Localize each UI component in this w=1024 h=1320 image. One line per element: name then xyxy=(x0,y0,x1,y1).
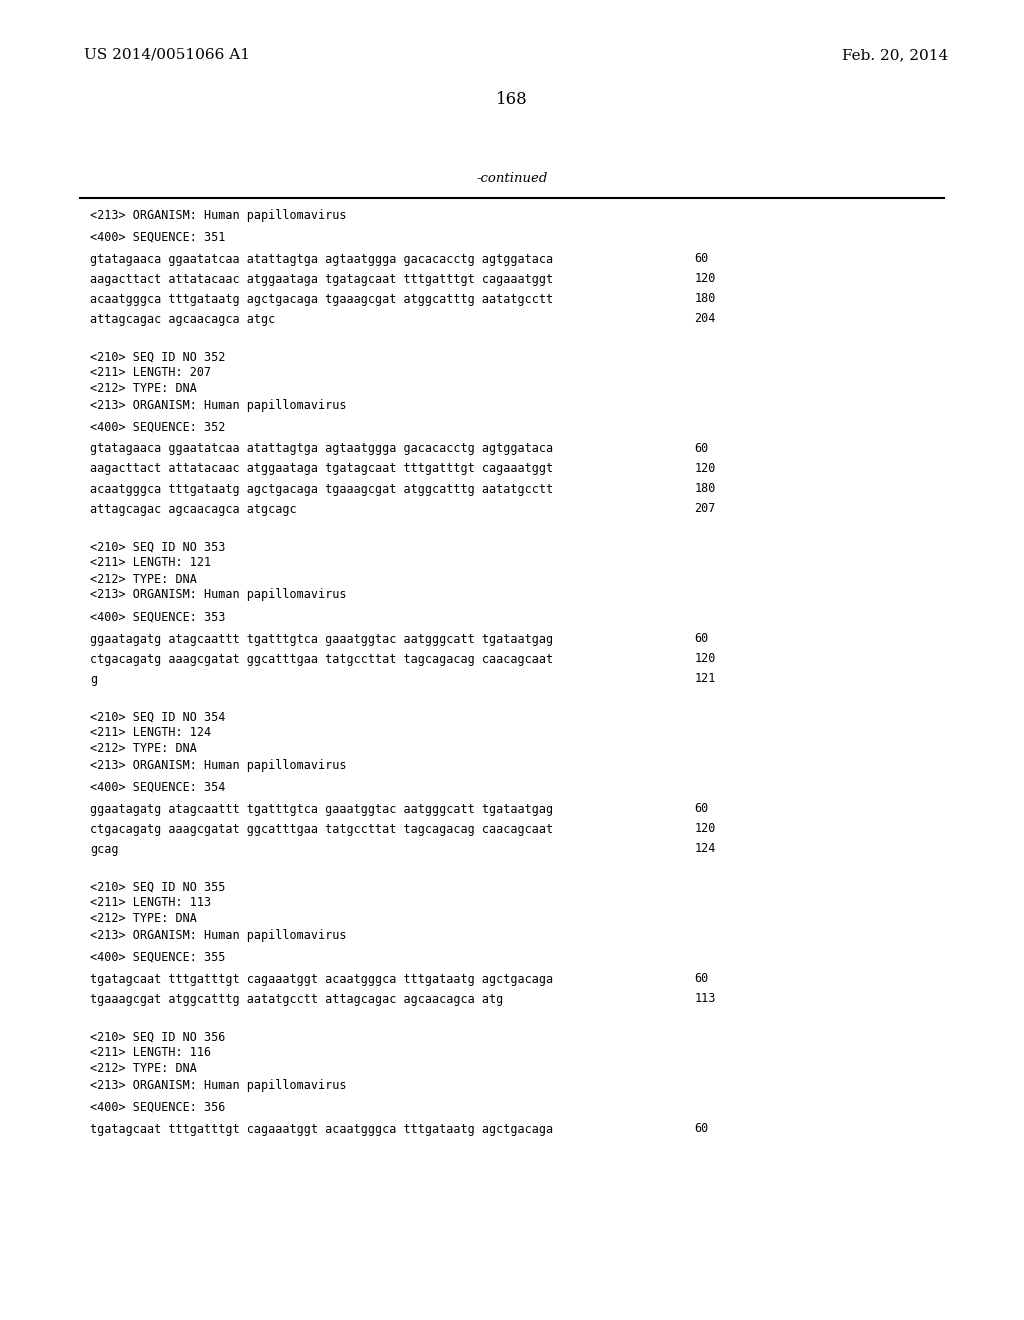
Text: 121: 121 xyxy=(694,672,716,685)
Text: acaatgggca tttgataatg agctgacaga tgaaagcgat atggcatttg aatatgcctt: acaatgggca tttgataatg agctgacaga tgaaagc… xyxy=(90,293,553,305)
Text: <212> TYPE: DNA: <212> TYPE: DNA xyxy=(90,383,197,396)
Text: Feb. 20, 2014: Feb. 20, 2014 xyxy=(842,48,948,62)
Text: <400> SEQUENCE: 352: <400> SEQUENCE: 352 xyxy=(90,421,225,433)
Text: attagcagac agcaacagca atgc: attagcagac agcaacagca atgc xyxy=(90,313,275,326)
Text: 60: 60 xyxy=(694,442,709,455)
Text: <210> SEQ ID NO 356: <210> SEQ ID NO 356 xyxy=(90,1031,225,1044)
Text: <212> TYPE: DNA: <212> TYPE: DNA xyxy=(90,742,197,755)
Text: <211> LENGTH: 207: <211> LENGTH: 207 xyxy=(90,367,211,380)
Text: aagacttact attatacaac atggaataga tgatagcaat tttgatttgt cagaaatggt: aagacttact attatacaac atggaataga tgatagc… xyxy=(90,272,553,285)
Text: gtatagaaca ggaatatcaa atattagtga agtaatggga gacacacctg agtggataca: gtatagaaca ggaatatcaa atattagtga agtaatg… xyxy=(90,252,553,265)
Text: gtatagaaca ggaatatcaa atattagtga agtaatggga gacacacctg agtggataca: gtatagaaca ggaatatcaa atattagtga agtaatg… xyxy=(90,442,553,455)
Text: <213> ORGANISM: Human papillomavirus: <213> ORGANISM: Human papillomavirus xyxy=(90,928,346,941)
Text: US 2014/0051066 A1: US 2014/0051066 A1 xyxy=(84,48,250,62)
Text: acaatgggca tttgataatg agctgacaga tgaaagcgat atggcatttg aatatgcctt: acaatgggca tttgataatg agctgacaga tgaaagc… xyxy=(90,483,553,495)
Text: <400> SEQUENCE: 354: <400> SEQUENCE: 354 xyxy=(90,780,225,793)
Text: 204: 204 xyxy=(694,313,716,326)
Text: <213> ORGANISM: Human papillomavirus: <213> ORGANISM: Human papillomavirus xyxy=(90,759,346,771)
Text: <211> LENGTH: 124: <211> LENGTH: 124 xyxy=(90,726,211,739)
Text: <211> LENGTH: 113: <211> LENGTH: 113 xyxy=(90,896,211,909)
Text: tgatagcaat tttgatttgt cagaaatggt acaatgggca tttgataatg agctgacaga: tgatagcaat tttgatttgt cagaaatggt acaatgg… xyxy=(90,973,553,986)
Text: <400> SEQUENCE: 353: <400> SEQUENCE: 353 xyxy=(90,610,225,623)
Text: <212> TYPE: DNA: <212> TYPE: DNA xyxy=(90,1063,197,1076)
Text: 60: 60 xyxy=(694,1122,709,1135)
Text: <213> ORGANISM: Human papillomavirus: <213> ORGANISM: Human papillomavirus xyxy=(90,1078,346,1092)
Text: <210> SEQ ID NO 355: <210> SEQ ID NO 355 xyxy=(90,880,225,894)
Text: <213> ORGANISM: Human papillomavirus: <213> ORGANISM: Human papillomavirus xyxy=(90,209,346,222)
Text: 60: 60 xyxy=(694,803,709,816)
Text: 120: 120 xyxy=(694,822,716,836)
Text: ctgacagatg aaagcgatat ggcatttgaa tatgccttat tagcagacag caacagcaat: ctgacagatg aaagcgatat ggcatttgaa tatgcct… xyxy=(90,822,553,836)
Text: -continued: -continued xyxy=(476,172,548,185)
Text: aagacttact attatacaac atggaataga tgatagcaat tttgatttgt cagaaatggt: aagacttact attatacaac atggaataga tgatagc… xyxy=(90,462,553,475)
Text: ctgacagatg aaagcgatat ggcatttgaa tatgccttat tagcagacag caacagcaat: ctgacagatg aaagcgatat ggcatttgaa tatgcct… xyxy=(90,652,553,665)
Text: 207: 207 xyxy=(694,503,716,516)
Text: 60: 60 xyxy=(694,973,709,986)
Text: tgaaagcgat atggcatttg aatatgcctt attagcagac agcaacagca atg: tgaaagcgat atggcatttg aatatgcctt attagca… xyxy=(90,993,504,1006)
Text: <213> ORGANISM: Human papillomavirus: <213> ORGANISM: Human papillomavirus xyxy=(90,589,346,602)
Text: <400> SEQUENCE: 356: <400> SEQUENCE: 356 xyxy=(90,1101,225,1114)
Text: 124: 124 xyxy=(694,842,716,855)
Text: gcag: gcag xyxy=(90,842,119,855)
Text: 120: 120 xyxy=(694,462,716,475)
Text: 60: 60 xyxy=(694,632,709,645)
Text: <210> SEQ ID NO 353: <210> SEQ ID NO 353 xyxy=(90,540,225,553)
Text: <212> TYPE: DNA: <212> TYPE: DNA xyxy=(90,573,197,586)
Text: 180: 180 xyxy=(694,293,716,305)
Text: g: g xyxy=(90,672,97,685)
Text: 168: 168 xyxy=(496,91,528,108)
Text: <211> LENGTH: 116: <211> LENGTH: 116 xyxy=(90,1047,211,1060)
Text: <213> ORGANISM: Human papillomavirus: <213> ORGANISM: Human papillomavirus xyxy=(90,399,346,412)
Text: <210> SEQ ID NO 354: <210> SEQ ID NO 354 xyxy=(90,710,225,723)
Text: 113: 113 xyxy=(694,993,716,1006)
Text: 120: 120 xyxy=(694,272,716,285)
Text: 60: 60 xyxy=(694,252,709,265)
Text: <211> LENGTH: 121: <211> LENGTH: 121 xyxy=(90,557,211,569)
Text: attagcagac agcaacagca atgcagc: attagcagac agcaacagca atgcagc xyxy=(90,503,297,516)
Text: <400> SEQUENCE: 351: <400> SEQUENCE: 351 xyxy=(90,231,225,243)
Text: <212> TYPE: DNA: <212> TYPE: DNA xyxy=(90,912,197,925)
Text: <400> SEQUENCE: 355: <400> SEQUENCE: 355 xyxy=(90,950,225,964)
Text: ggaatagatg atagcaattt tgatttgtca gaaatggtac aatgggcatt tgataatgag: ggaatagatg atagcaattt tgatttgtca gaaatgg… xyxy=(90,632,553,645)
Text: ggaatagatg atagcaattt tgatttgtca gaaatggtac aatgggcatt tgataatgag: ggaatagatg atagcaattt tgatttgtca gaaatgg… xyxy=(90,803,553,816)
Text: 120: 120 xyxy=(694,652,716,665)
Text: tgatagcaat tttgatttgt cagaaatggt acaatgggca tttgataatg agctgacaga: tgatagcaat tttgatttgt cagaaatggt acaatgg… xyxy=(90,1122,553,1135)
Text: 180: 180 xyxy=(694,483,716,495)
Text: <210> SEQ ID NO 352: <210> SEQ ID NO 352 xyxy=(90,351,225,363)
